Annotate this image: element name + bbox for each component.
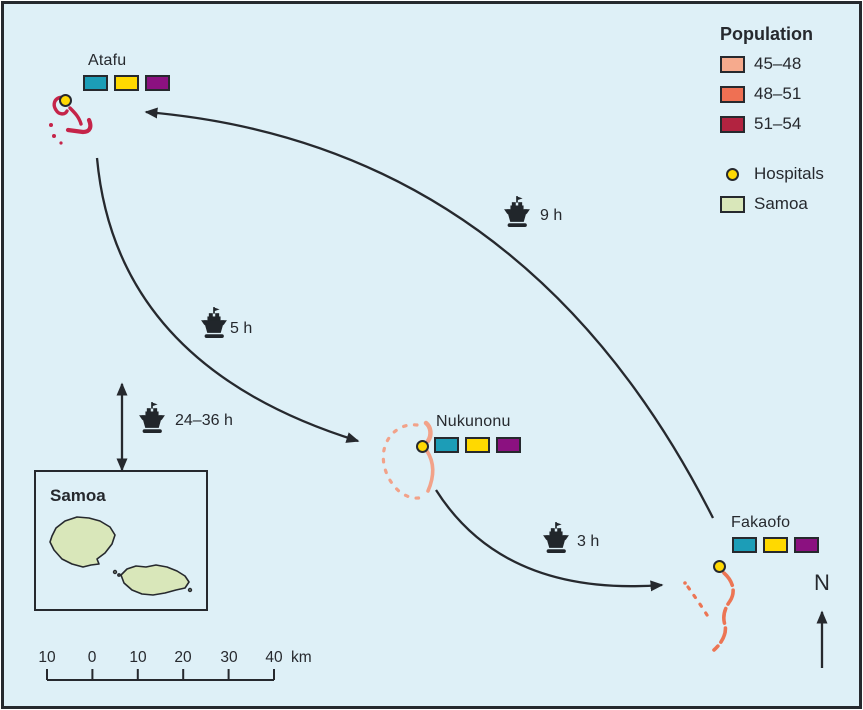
atoll-atafu-islets [49,123,63,145]
legend-title: Population [720,24,813,44]
marker-purple [145,75,170,91]
route-duration-9h: 9 h [540,207,563,224]
marker-yellow [465,437,490,453]
island-label-nukunonu: Nukunonu [436,413,511,430]
legend-row-samoa: Samoa [720,194,824,214]
marker-yellow [114,75,139,91]
hospital-legend-icon [726,167,739,181]
samoa-islands-map [49,516,193,596]
island-label-atafu: Atafu [88,52,127,69]
samoa-swatch [720,195,745,213]
route-duration-5h: 5 h [230,320,253,337]
ship-icon-samoa-ferry [137,401,167,436]
atoll-fakaofo [683,571,735,652]
population-swatch-48-51 [720,85,745,103]
route-arrow-fakaofo-to-atafu [144,107,715,519]
route-arrow-atafu-to-nukunonu [95,157,360,443]
hospital-marker-nukunonu [416,440,429,453]
population-label-48-51: 48–51 [754,84,802,103]
legend-row-population-2: 48–51 [720,84,824,104]
legend-row-hospitals: Hospitals [720,164,824,184]
hospital-marker-fakaofo [713,560,726,573]
marker-purple [794,537,819,553]
island-upolu [120,564,190,596]
scale-tick-label: 30 [220,649,238,666]
inset-title: Samoa [50,486,106,505]
route-duration-samoa-ferry: 24–36 h [175,412,233,429]
markers-atafu [83,75,170,91]
legend-row-population-3: 51–54 [720,114,824,134]
inset-samoa: Samoa [34,470,208,611]
marker-yellow [763,537,788,553]
marker-teal [732,537,757,553]
population-swatch-51-54 [720,115,745,133]
hospital-marker-atafu [59,94,72,107]
island-savaii [49,516,116,568]
scale-bar-labels: 10 0 10 20 30 40 km [4,649,334,669]
scale-tick-label: 40 [265,649,283,666]
scale-tick-label: 0 [87,649,97,666]
hospitals-label: Hospitals [754,164,824,183]
atoll-nukunonu [381,420,435,500]
island-label-fakaofo: Fakaofo [731,514,791,531]
marker-purple [496,437,521,453]
route-arrow-nukunonu-to-fakaofo [435,489,664,592]
north-label: N [814,570,830,595]
marker-teal [434,437,459,453]
markers-nukunonu [434,437,521,453]
markers-fakaofo [732,537,819,553]
ship-icon-3h [541,521,571,556]
map-vector-layer [46,95,828,681]
scale-tick-label: 20 [174,649,192,666]
population-label-45-48: 45–48 [754,54,802,73]
legend-row-population-1: 45–48 [720,54,824,74]
population-label-51-54: 51–54 [754,114,802,133]
samoa-legend-label: Samoa [754,194,808,213]
population-swatch-45-48 [720,55,745,73]
scale-unit-label: km [291,649,312,666]
scale-bar [46,669,275,681]
scale-tick-label: 10 [38,649,56,666]
marker-teal [83,75,108,91]
ship-icon-5h [199,306,229,341]
scale-tick-label: 10 [129,649,147,666]
legend: Population 45–48 48–51 51–54 Hospitals S… [720,24,824,224]
route-duration-3h: 3 h [577,533,600,550]
ship-icon-9h [502,195,532,230]
